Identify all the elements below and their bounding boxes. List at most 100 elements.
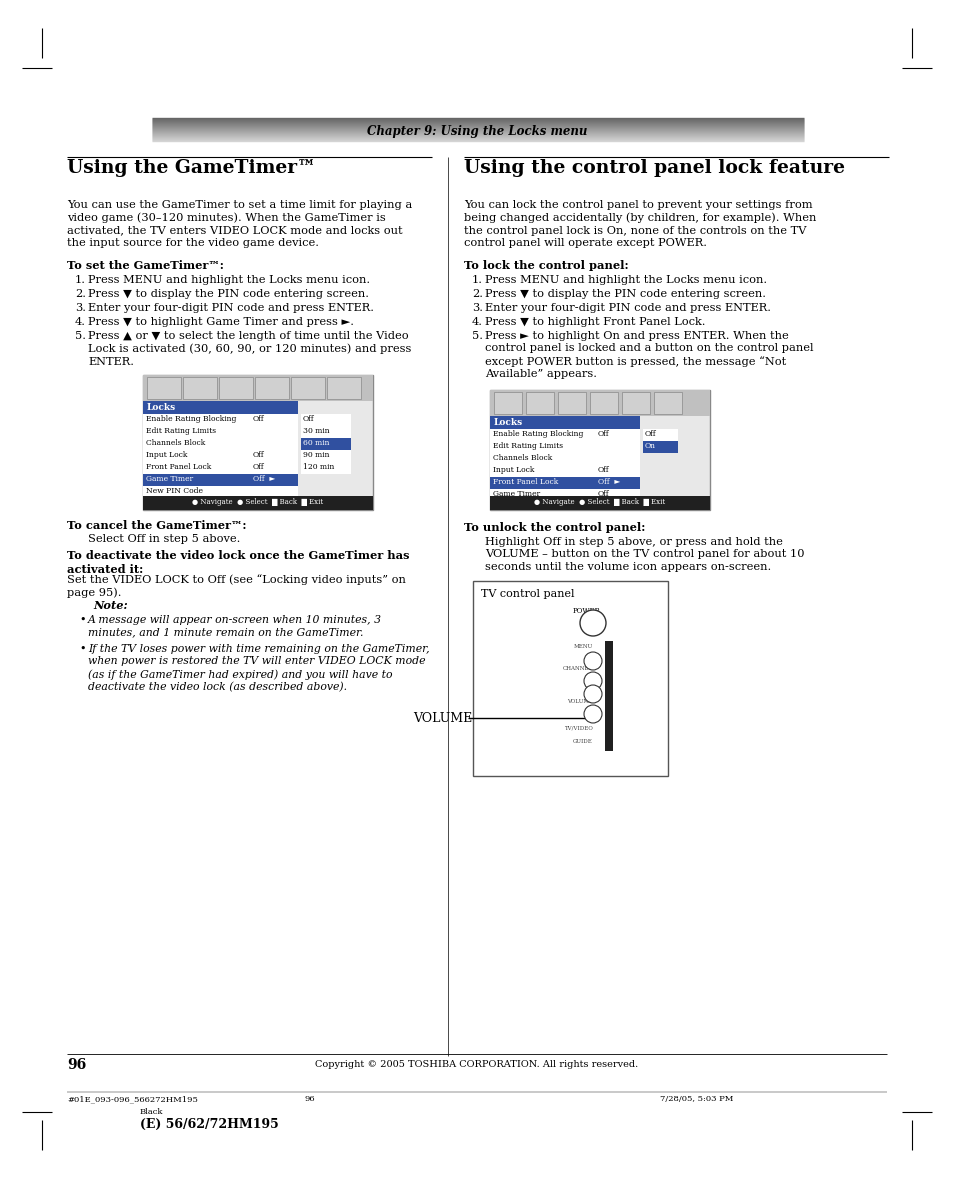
Text: •: • xyxy=(79,615,86,625)
Text: Chapter 9: Using the Locks menu: Chapter 9: Using the Locks menu xyxy=(366,125,587,137)
Bar xyxy=(473,581,667,777)
Text: To unlock the control panel:: To unlock the control panel: xyxy=(463,522,644,534)
Text: 3.: 3. xyxy=(472,303,482,313)
Bar xyxy=(525,392,554,414)
Text: CHANNEL: CHANNEL xyxy=(562,666,593,671)
Text: Black: Black xyxy=(140,1108,163,1116)
Bar xyxy=(219,378,253,399)
Text: Highlight Off in step 5 above, or press and hold the
VOLUME – button on the TV c: Highlight Off in step 5 above, or press … xyxy=(484,537,803,572)
Text: Off: Off xyxy=(598,466,609,474)
Text: Input Lock: Input Lock xyxy=(493,466,534,474)
Circle shape xyxy=(583,685,601,703)
Text: To set the GameTimer™:: To set the GameTimer™: xyxy=(67,260,224,272)
Bar xyxy=(642,441,678,453)
Bar xyxy=(143,462,297,474)
Text: Off: Off xyxy=(253,451,264,459)
Text: 96: 96 xyxy=(67,1058,86,1072)
Text: 60 min: 60 min xyxy=(303,439,329,447)
Text: #01E_093-096_566272HM195: #01E_093-096_566272HM195 xyxy=(67,1095,197,1103)
Text: Edit Rating Limits: Edit Rating Limits xyxy=(493,442,562,450)
Text: Off: Off xyxy=(253,463,264,470)
Text: Off  ►: Off ► xyxy=(598,478,619,486)
Text: VOLUME: VOLUME xyxy=(566,699,593,704)
Text: To lock the control panel:: To lock the control panel: xyxy=(463,260,628,272)
Bar xyxy=(147,378,181,399)
Text: Off: Off xyxy=(644,430,656,438)
Text: 2.: 2. xyxy=(75,289,86,299)
Text: Press ▼ to display the PIN code entering screen.: Press ▼ to display the PIN code entering… xyxy=(88,289,369,299)
Bar xyxy=(301,450,351,462)
Bar xyxy=(490,441,639,453)
Text: Select Off in step 5 above.: Select Off in step 5 above. xyxy=(88,534,240,544)
Bar xyxy=(490,389,709,510)
Text: On: On xyxy=(644,442,656,450)
Bar xyxy=(490,495,709,510)
Text: MENU: MENU xyxy=(573,644,593,649)
Text: Off  ►: Off ► xyxy=(253,475,275,484)
Text: Using the control panel lock feature: Using the control panel lock feature xyxy=(463,160,844,177)
Text: VOLUME –: VOLUME – xyxy=(413,711,482,724)
Text: Note:: Note: xyxy=(92,600,128,611)
Bar xyxy=(490,389,709,416)
Text: 5.: 5. xyxy=(472,331,482,341)
Text: Input Lock: Input Lock xyxy=(146,451,187,459)
Circle shape xyxy=(583,705,601,723)
Circle shape xyxy=(583,651,601,671)
Bar xyxy=(143,450,297,462)
Text: •: • xyxy=(79,644,86,654)
Text: 1.: 1. xyxy=(75,275,86,285)
Bar xyxy=(143,375,373,401)
Bar xyxy=(143,486,297,498)
Text: To deactivate the video lock once the GameTimer has
activated it:: To deactivate the video lock once the Ga… xyxy=(67,550,409,575)
Text: POWER: POWER xyxy=(573,607,600,615)
Text: Front Panel Lock: Front Panel Lock xyxy=(146,463,211,470)
Bar xyxy=(143,495,373,510)
Text: Edit Rating Limits: Edit Rating Limits xyxy=(146,428,216,435)
Bar xyxy=(327,378,360,399)
Text: Off: Off xyxy=(598,430,609,438)
Text: ● Navigate  ● Select  █ Back  █ Exit: ● Navigate ● Select █ Back █ Exit xyxy=(193,498,323,506)
Text: Press MENU and highlight the Locks menu icon.: Press MENU and highlight the Locks menu … xyxy=(88,275,370,285)
Bar xyxy=(589,392,618,414)
Text: 30 min: 30 min xyxy=(303,428,330,435)
Text: +: + xyxy=(585,696,594,705)
Bar xyxy=(642,429,678,441)
Text: 120 min: 120 min xyxy=(303,463,334,470)
Text: Press ► to highlight On and press ENTER. When the
control panel is locked and a : Press ► to highlight On and press ENTER.… xyxy=(484,331,813,379)
Text: ● Navigate  ● Select  █ Back  █ Exit: ● Navigate ● Select █ Back █ Exit xyxy=(534,498,665,506)
Text: Copyright © 2005 TOSHIBA CORPORATION. All rights reserved.: Copyright © 2005 TOSHIBA CORPORATION. Al… xyxy=(315,1060,638,1070)
Text: 90 min: 90 min xyxy=(303,451,329,459)
Text: If the TV loses power with time remaining on the GameTimer,
when power is restor: If the TV loses power with time remainin… xyxy=(88,644,429,692)
Bar xyxy=(301,462,351,474)
Bar xyxy=(143,401,297,414)
Text: Locks: Locks xyxy=(494,418,522,428)
Text: 3.: 3. xyxy=(75,303,86,313)
Text: Press ▼ to highlight Front Panel Lock.: Press ▼ to highlight Front Panel Lock. xyxy=(484,317,705,328)
Text: A message will appear on-screen when 10 minutes, 3
minutes, and 1 minute remain : A message will appear on-screen when 10 … xyxy=(88,615,381,637)
Bar xyxy=(254,378,289,399)
Text: Game Timer: Game Timer xyxy=(493,490,539,498)
Text: GUIDE: GUIDE xyxy=(573,738,593,744)
Text: TV control panel: TV control panel xyxy=(480,590,574,599)
Text: 7/28/05, 5:03 PM: 7/28/05, 5:03 PM xyxy=(659,1095,733,1103)
Text: 4.: 4. xyxy=(472,317,482,328)
Text: 1.: 1. xyxy=(472,275,482,285)
Text: ^: ^ xyxy=(585,663,594,672)
Text: Enable Rating Blocking: Enable Rating Blocking xyxy=(146,414,236,423)
Text: Front Panel Lock: Front Panel Lock xyxy=(493,478,558,486)
Circle shape xyxy=(583,672,601,690)
Bar xyxy=(494,392,521,414)
Bar xyxy=(621,392,649,414)
Bar xyxy=(490,464,639,478)
Text: Channels Block: Channels Block xyxy=(146,439,205,447)
Bar xyxy=(558,392,585,414)
Bar xyxy=(143,426,297,438)
Text: Press ▲ or ▼ to select the length of time until the Video
Lock is activated (30,: Press ▲ or ▼ to select the length of tim… xyxy=(88,331,411,367)
Text: Off: Off xyxy=(253,414,264,423)
Text: -: - xyxy=(588,716,591,725)
Bar xyxy=(291,378,325,399)
Text: Using the GameTimer™: Using the GameTimer™ xyxy=(67,160,315,177)
Text: Press ▼ to highlight Game Timer and press ►.: Press ▼ to highlight Game Timer and pres… xyxy=(88,317,354,328)
Text: 4.: 4. xyxy=(75,317,86,328)
Bar xyxy=(143,414,297,426)
